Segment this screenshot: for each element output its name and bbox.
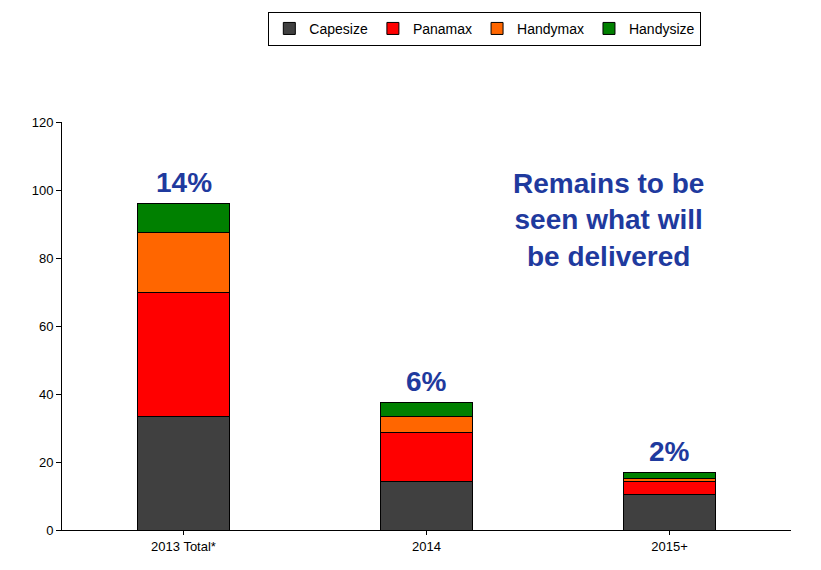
svg-text:20: 20 xyxy=(39,455,53,470)
svg-text:6%: 6% xyxy=(406,366,447,397)
svg-text:2015+: 2015+ xyxy=(651,539,688,554)
svg-text:2%: 2% xyxy=(649,436,690,467)
svg-text:Remains to beseen what willbe: Remains to beseen what willbe delivered xyxy=(513,168,704,272)
svg-text:80: 80 xyxy=(39,251,53,266)
svg-text:0: 0 xyxy=(46,523,53,538)
svg-text:Capesize: Capesize xyxy=(309,21,368,37)
svg-text:40: 40 xyxy=(39,387,53,402)
svg-text:Panamax: Panamax xyxy=(413,21,472,37)
svg-text:120: 120 xyxy=(32,115,54,130)
svg-text:Handysize: Handysize xyxy=(629,21,695,37)
svg-text:60: 60 xyxy=(39,319,53,334)
svg-text:2013 Total*: 2013 Total* xyxy=(151,539,216,554)
svg-text:14%: 14% xyxy=(156,167,212,198)
svg-text:100: 100 xyxy=(32,183,54,198)
svg-text:Handymax: Handymax xyxy=(517,21,584,37)
svg-text:2014: 2014 xyxy=(412,539,441,554)
